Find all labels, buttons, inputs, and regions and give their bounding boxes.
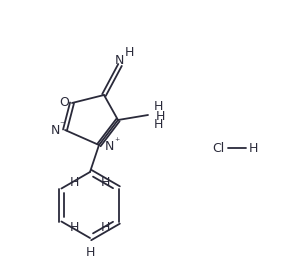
Text: H: H	[85, 245, 95, 258]
Text: H: H	[155, 109, 165, 122]
Text: H: H	[70, 176, 79, 189]
Text: N: N	[50, 124, 60, 137]
Text: H: H	[70, 221, 79, 234]
Text: N: N	[114, 55, 124, 68]
Text: H: H	[124, 47, 134, 60]
Text: H: H	[153, 99, 163, 112]
Text: H: H	[101, 176, 110, 189]
Text: ⁻: ⁻	[59, 120, 64, 130]
Text: O: O	[59, 96, 69, 109]
Text: H: H	[101, 221, 110, 234]
Text: N: N	[104, 140, 114, 153]
Text: H: H	[153, 119, 163, 132]
Text: Cl: Cl	[212, 142, 224, 155]
Text: H: H	[248, 142, 258, 155]
Text: ⁺: ⁺	[114, 137, 120, 147]
